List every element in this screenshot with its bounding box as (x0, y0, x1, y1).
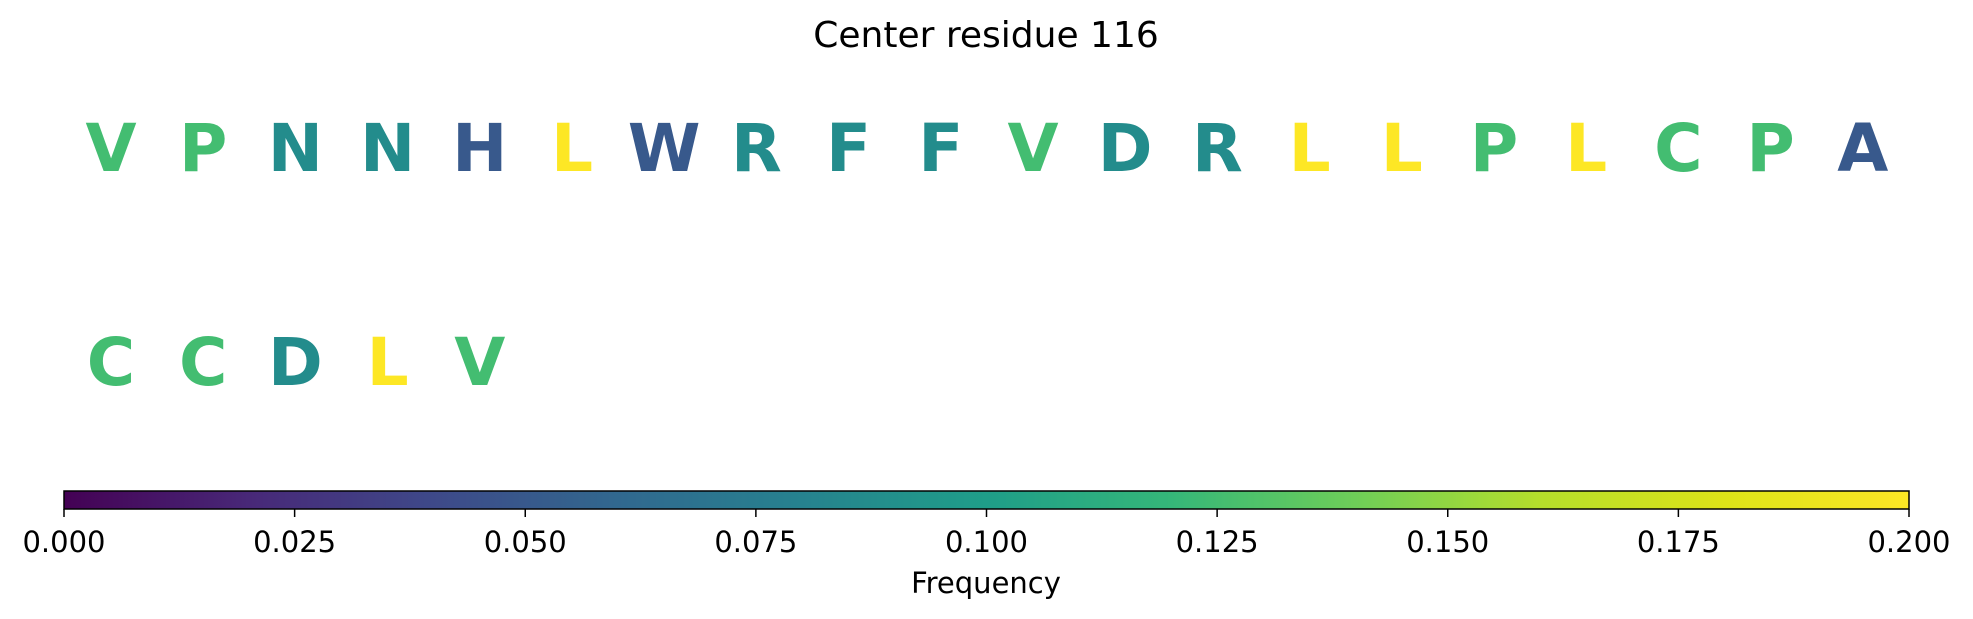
residue-letter: A (1837, 110, 1888, 187)
colorbar-tick-label: 0.175 (1637, 525, 1720, 559)
colorbar-tick-label: 0.100 (945, 525, 1028, 559)
residue-letter: F (918, 110, 963, 187)
colorbar-tick-label: 0.025 (253, 525, 336, 559)
residue-letters: V P N N H L W R F F V D R L L P L C P AC C D L V (85, 110, 1888, 401)
residue-letter: L (551, 110, 593, 187)
residue-letter: F (826, 110, 871, 187)
residue-letter: D (268, 324, 323, 401)
residue-letter: P (179, 110, 227, 187)
residue-letter: C (87, 324, 135, 401)
residue-letter: V (1007, 110, 1058, 187)
residue-letter: L (1289, 110, 1331, 187)
colorbar-tick-label: 0.125 (1176, 525, 1259, 559)
residue-letter: L (1565, 110, 1607, 187)
residue-letter: V (454, 324, 505, 401)
colorbar-ticks: 0.000 0.025 0.050 0.075 0.100 0.125 0.150 0.175… (22, 509, 1951, 559)
residue-letter: R (1192, 110, 1243, 187)
colorbar-gradient (64, 491, 1909, 509)
residue-letter: V (85, 110, 136, 187)
colorbar-tick-label: 0.150 (1406, 525, 1489, 559)
chart-title: Center residue 116 (813, 15, 1159, 56)
residue-letter: N (268, 110, 323, 187)
residue-letter: P (1470, 110, 1518, 187)
residue-letter: N (360, 110, 415, 187)
residue-letter: H (452, 110, 507, 187)
residue-letter: C (1654, 110, 1702, 187)
residue-letter: W (628, 110, 701, 187)
colorbar-tick-label: 0.050 (484, 525, 567, 559)
colorbar: 0.000 0.025 0.050 0.075 0.100 0.125 0.150 0.175… (22, 490, 1951, 600)
residue-letter: P (1746, 110, 1794, 187)
residue-letter: L (1381, 110, 1423, 187)
residue-letter: C (179, 324, 227, 401)
residue-letter: R (731, 110, 782, 187)
colorbar-tick-label: 0.200 (1867, 525, 1950, 559)
colorbar-tick-label: 0.000 (22, 525, 105, 559)
colorbar-label: Frequency (911, 566, 1061, 600)
colorbar-tick-label: 0.075 (714, 525, 797, 559)
residue-letter: L (367, 324, 409, 401)
residue-letter: D (1098, 110, 1153, 187)
